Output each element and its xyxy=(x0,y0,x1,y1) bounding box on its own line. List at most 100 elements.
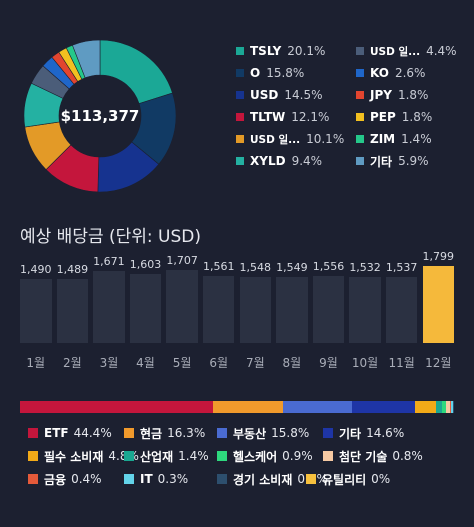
legend-percent: 15.8% xyxy=(266,66,305,80)
legend-swatch xyxy=(236,135,244,143)
month-label: 11월 xyxy=(388,356,415,370)
holding-legend-item: KO 2.6% xyxy=(356,64,425,82)
sector-swatch xyxy=(217,451,227,461)
legend-name: XYLD xyxy=(250,154,286,168)
allocation-segment xyxy=(212,401,284,413)
legend-name: O xyxy=(250,66,261,80)
legend-percent: 5.9% xyxy=(398,154,429,168)
sector-name: IT xyxy=(140,472,153,486)
legend-name: PEP xyxy=(370,110,396,124)
dividend-bar[interactable] xyxy=(349,277,381,343)
allocation-segment xyxy=(452,401,454,413)
sector-percent: 0% xyxy=(371,472,391,486)
legend-name: 기타 xyxy=(370,154,393,169)
sector-legend-item: 현금 16.3% xyxy=(124,425,205,441)
sector-swatch xyxy=(217,428,227,438)
dividend-bar[interactable] xyxy=(239,277,272,343)
legend-swatch xyxy=(236,69,244,77)
portfolio-total: $113,377 xyxy=(60,107,140,125)
monthly-dividend-bar-chart: 1,490 1월 1,489 2월 1,671 3월 1,603 4월 1,707 5월 1,561… xyxy=(20,0,454,527)
allocation-segment xyxy=(351,401,416,413)
dividend-bar[interactable] xyxy=(385,277,418,343)
month-label: 7월 xyxy=(245,356,265,370)
bar-value-label: 1,537 xyxy=(385,261,418,274)
dividend-bar[interactable] xyxy=(20,279,52,343)
legend-percent: 4.4% xyxy=(426,44,457,58)
dividend-bar[interactable] xyxy=(166,270,198,343)
dividend-bar[interactable] xyxy=(129,274,162,343)
legend-name: ZIM xyxy=(370,132,396,146)
legend-swatch xyxy=(356,91,364,99)
dividend-bar[interactable] xyxy=(202,276,235,343)
month-label: 4월 xyxy=(136,356,155,370)
sector-legend-item: 금융 0.4% xyxy=(28,471,102,487)
sector-legend-item: 기타 14.6% xyxy=(323,425,404,441)
legend-swatch xyxy=(356,135,364,143)
sector-name: 경기 소비재 xyxy=(233,472,293,487)
dividend-bar[interactable] xyxy=(312,276,345,343)
allocation-segment xyxy=(449,401,452,413)
dividend-bar[interactable] xyxy=(422,266,454,343)
month-label: 12월 xyxy=(425,356,452,370)
sector-percent: 0.8% xyxy=(392,449,423,463)
sector-percent: 0.4% xyxy=(71,472,102,486)
sector-swatch xyxy=(323,428,333,438)
month-label: 2월 xyxy=(62,356,82,370)
sector-legend-item: 첨단 기술 0.8% xyxy=(323,448,423,464)
holding-legend-item: 기타 5.9% xyxy=(356,152,429,170)
legend-percent: 12.1% xyxy=(291,110,330,124)
allocation-segment xyxy=(20,401,213,413)
dividend-bar[interactable] xyxy=(276,277,308,343)
dividend-bar[interactable] xyxy=(93,271,125,343)
sector-swatch xyxy=(323,451,333,461)
sector-swatch xyxy=(28,474,38,484)
allocation-segment xyxy=(415,401,437,413)
sector-legend-item: 필수 소비재4.8% xyxy=(28,448,139,464)
sector-swatch xyxy=(217,474,227,484)
bar-value-label: 1,490 xyxy=(20,263,52,276)
sector-percent: 0.9% xyxy=(282,449,313,463)
holding-legend-item: ZIM 1.4% xyxy=(356,130,432,148)
legend-percent: 20.1% xyxy=(287,44,326,58)
month-label: 1월 xyxy=(26,356,46,370)
sector-legend-item: IT 0.3% xyxy=(124,471,188,487)
sector-legend-item: ETF 44.4% xyxy=(28,425,112,441)
sector-name: 금융 xyxy=(44,472,67,487)
sector-percent: 0.3% xyxy=(157,472,189,486)
month-label: 10월 xyxy=(351,356,379,370)
holding-legend-item: USD 14.5% xyxy=(236,86,322,104)
chart-title: 예상 배당금 (단위: USD) xyxy=(20,227,202,247)
legend-swatch xyxy=(236,47,244,55)
bar-value-label: 1,489 xyxy=(56,263,89,276)
legend-swatch xyxy=(356,47,364,55)
month-label: 8월 xyxy=(282,356,302,370)
holding-legend-item: O 15.8% xyxy=(236,64,304,82)
dividend-bar[interactable] xyxy=(56,279,89,343)
holding-legend-item: XYLD 9.4% xyxy=(236,152,322,170)
bar-value-label: 1,548 xyxy=(239,261,272,274)
sector-name: 기타 xyxy=(339,426,362,441)
legend-percent: 1.8% xyxy=(401,110,433,124)
sector-percent: 14.6% xyxy=(366,426,405,440)
month-label: 3월 xyxy=(99,356,119,370)
sector-swatch xyxy=(124,451,134,461)
legend-name: USD 일... xyxy=(370,45,421,58)
legend-name: USD 일... xyxy=(250,133,301,146)
allocation-segment xyxy=(283,401,352,413)
legend-name: JPY xyxy=(370,88,392,102)
bar-value-label: 1,671 xyxy=(93,255,125,268)
bar-value-label: 1,561 xyxy=(202,260,235,273)
legend-name: KO xyxy=(370,66,389,80)
sector-legend-item: 헬스케어 0.9% xyxy=(217,448,313,464)
bar-value-label: 1,799 xyxy=(422,250,455,263)
sector-swatch xyxy=(124,474,134,484)
allocation-segment xyxy=(446,401,450,413)
sector-percent: 44.4% xyxy=(73,426,112,440)
allocation-segment xyxy=(451,401,453,413)
legend-swatch xyxy=(356,69,364,77)
sector-name: 산업재 xyxy=(140,449,174,464)
sector-swatch xyxy=(306,474,316,484)
sector-legend-item: 부동산 15.8% xyxy=(217,425,309,441)
sector-name: 현금 xyxy=(140,426,163,441)
sector-swatch xyxy=(28,451,38,461)
